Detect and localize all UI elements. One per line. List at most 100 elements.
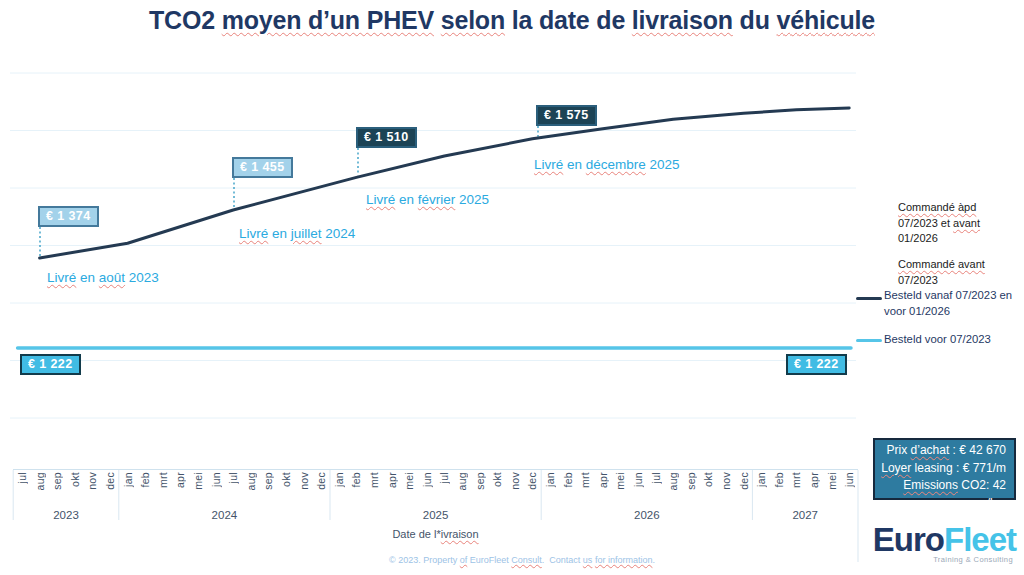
month-tick-label: apr <box>597 472 609 488</box>
delivery-annotation: Livré en février 2025 <box>366 192 489 207</box>
text-segment: us <box>583 555 593 565</box>
chart-page: TCO2 moyen d’un PHEV selon la date de li… <box>0 0 1024 575</box>
text-segment: août <box>99 270 125 285</box>
text-segment: CO2: 42 g/km <box>958 478 1006 510</box>
month-tick-label: feb <box>773 472 785 488</box>
legend-note-ordered-after: Commandé àpd07/2023 et avant01/2026 <box>898 200 1018 247</box>
text-segment: leasing : € 771/m <box>911 461 1006 475</box>
month-tick-label: jul <box>650 472 662 483</box>
legend-label-besteld-vanaf: Besteld vanaf 07/2023 en voor 01/2026 <box>884 288 1024 319</box>
text-segment: du <box>733 6 777 34</box>
text-segment: selon <box>441 6 505 34</box>
text-line: Commandé àpd <box>898 200 1018 216</box>
text-segment: Commandé avant <box>898 258 985 270</box>
month-tick-label: dec <box>526 472 538 490</box>
text-segment: TCO2 <box>149 6 222 34</box>
month-tick-label: jan <box>122 472 134 487</box>
month-tick-label: nov <box>86 472 98 490</box>
month-tick-label: apr <box>386 472 398 488</box>
month-tick-label: feb <box>139 472 151 488</box>
month-tick-label: feb <box>350 472 362 488</box>
x-axis-title: Date de l*ivraison <box>13 528 858 540</box>
text-segment: 07/2023 et <box>898 217 953 229</box>
month-tick-label: sep <box>474 472 486 490</box>
month-tick-label: jan <box>755 472 767 487</box>
eurofleet-logo: EuroFleet Training & Consulting <box>873 521 1016 564</box>
text-segment: Emissions <box>903 478 958 492</box>
delivery-annotation: Livré en juillet 2024 <box>239 226 355 241</box>
legend-note-ordered-before: Commandé avant 07/2023 <box>898 257 1018 288</box>
month-tick-label: mrt <box>157 472 169 488</box>
month-tick-label: mrt <box>579 472 591 488</box>
month-tick-label: jul <box>16 472 28 483</box>
text-segment: 2023 <box>125 270 159 285</box>
text-segment: © 2023. Property <box>389 555 460 565</box>
value-label: € 1 222 <box>786 354 847 375</box>
month-tick-label: dec <box>315 472 327 490</box>
month-tick-label: aug <box>34 472 46 490</box>
legend-label-besteld-voor: Besteld voor 07/2023 <box>884 332 1024 348</box>
year-label: 2023 <box>36 509 96 521</box>
text-segment: 07/2023 <box>898 274 938 286</box>
text-segment: la date de <box>505 6 632 34</box>
text-line: 01/2026 <box>898 231 1018 247</box>
month-tick-label: nov <box>720 472 732 490</box>
month-tick-label: sep <box>685 472 697 490</box>
month-tick-label: sep <box>51 472 63 490</box>
text-segment: . Contact <box>542 555 583 565</box>
month-tick-label: jun <box>632 472 644 487</box>
logo-text-fleet: Fleet <box>944 521 1016 558</box>
text-segment: . <box>652 555 655 565</box>
text-segment: Date de l* <box>392 528 440 540</box>
text-segment: Livré <box>366 192 395 207</box>
month-tick-label: dec <box>738 472 750 490</box>
text-segment: Livré <box>534 157 563 172</box>
text-segment: livraison <box>632 6 733 34</box>
month-tick-label: jun <box>421 472 433 487</box>
value-label: € 1 222 <box>20 354 81 375</box>
text-line: 07/2023 et avant <box>898 216 1018 232</box>
month-tick-label: jan <box>333 472 345 487</box>
month-tick-label: okt <box>702 472 714 487</box>
month-tick-label: okt <box>491 472 503 487</box>
value-label: € 1 455 <box>232 157 293 178</box>
text-segment: 2025 <box>646 157 680 172</box>
legend-swatch-navy-line <box>856 297 882 300</box>
month-tick-label: aug <box>245 472 257 490</box>
text-segment: février <box>418 192 456 207</box>
page-title: TCO2 moyen d’un PHEV selon la date de li… <box>0 6 1024 35</box>
text-segment: en <box>563 157 586 172</box>
text-segment: en <box>268 226 291 241</box>
text-segment: : € 42 670 <box>949 443 1006 457</box>
text-line: 07/2023 <box>898 273 1018 289</box>
month-tick-label: mei <box>826 472 838 490</box>
month-tick-label: mrt <box>790 472 802 488</box>
text-line: Commandé avant <box>898 257 1018 273</box>
text-segment: juillet <box>291 226 322 241</box>
text-segment: 01/2026 <box>898 232 938 244</box>
text-segment: EuroFleet <box>467 555 511 565</box>
month-tick-label: mrt <box>368 472 380 488</box>
year-label: 2026 <box>617 509 677 521</box>
month-tick-label: aug <box>667 472 679 490</box>
text-segment: d’achat <box>911 443 950 457</box>
year-label: 2024 <box>194 509 254 521</box>
month-tick-label: dec <box>104 472 116 490</box>
text-segment: Livré <box>47 270 76 285</box>
text-segment: ivraison <box>441 528 479 540</box>
month-tick-label: mei <box>192 472 204 490</box>
delivery-annotation: Livré en août 2023 <box>47 270 159 285</box>
text-segment: Livré <box>239 226 268 241</box>
text-segment: Loyer <box>881 461 911 475</box>
logo-text-euro: Euro <box>873 521 944 558</box>
month-tick-label: feb <box>562 472 574 488</box>
month-tick-label: okt <box>280 472 292 487</box>
text-segment: décembre <box>586 157 646 172</box>
series-lines <box>18 108 851 348</box>
text-segment: en <box>395 192 418 207</box>
text-segment: moyen d’un PHEV <box>222 6 434 34</box>
month-tick-label: jul <box>438 472 450 483</box>
text-segment: en <box>76 270 99 285</box>
text-segment: avant <box>953 217 980 229</box>
month-tick-label: jan <box>544 472 556 487</box>
